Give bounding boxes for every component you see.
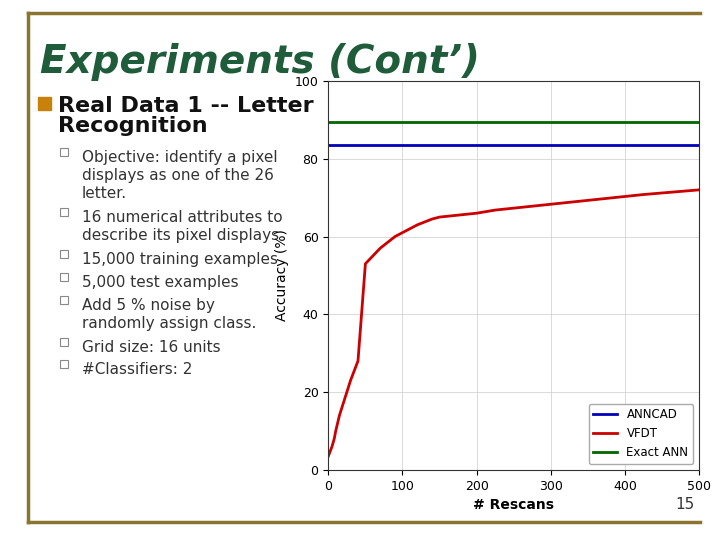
VFDT	[491, 207, 500, 213]
Text: 15,000 training examples: 15,000 training examples	[82, 252, 278, 267]
Exact ANN	[325, 119, 333, 125]
Text: letter.: letter.	[82, 186, 127, 201]
VFDT	[331, 428, 340, 434]
Line: VFDT: VFDT	[328, 190, 699, 456]
VFDT	[658, 190, 667, 196]
VFDT	[436, 214, 444, 220]
VFDT	[376, 245, 384, 252]
Text: 5,000 test examples: 5,000 test examples	[82, 275, 238, 290]
VFDT	[472, 210, 481, 217]
VFDT	[391, 233, 400, 240]
Bar	[38, 97, 51, 110]
VFDT	[602, 195, 611, 201]
VFDT	[398, 230, 407, 236]
Text: Grid size: 16 units: Grid size: 16 units	[82, 340, 220, 355]
VFDT	[339, 401, 348, 407]
VFDT	[676, 188, 685, 194]
VFDT	[369, 253, 377, 259]
Exact ANN	[324, 119, 333, 125]
Text: Objective: identify a pixel: Objective: identify a pixel	[82, 150, 278, 165]
VFDT	[584, 197, 593, 204]
Text: Add 5 % noise by: Add 5 % noise by	[82, 298, 215, 313]
VFDT	[639, 191, 648, 198]
Text: 15: 15	[676, 497, 695, 512]
VFDT	[354, 357, 362, 364]
ANNCAD	[325, 142, 333, 149]
Text: Recognition: Recognition	[58, 116, 207, 136]
VFDT	[454, 212, 462, 218]
VFDT	[428, 216, 436, 222]
VFDT	[335, 412, 343, 418]
Text: Experiments (Cont’): Experiments (Cont’)	[40, 43, 480, 81]
Text: Real Data 1 -- Letter: Real Data 1 -- Letter	[58, 96, 314, 116]
Text: #Classifiers: 2: #Classifiers: 2	[82, 362, 192, 377]
Text: describe its pixel displays: describe its pixel displays	[82, 228, 279, 243]
VFDT	[328, 443, 336, 450]
VFDT	[695, 187, 703, 193]
VFDT	[565, 199, 574, 206]
VFDT	[343, 389, 351, 395]
VFDT	[413, 221, 422, 228]
ANNCAD	[324, 142, 333, 149]
Text: randomly assign class.: randomly assign class.	[82, 316, 256, 331]
VFDT	[324, 453, 333, 460]
VFDT	[383, 239, 392, 246]
X-axis label: # Rescans: # Rescans	[473, 498, 554, 512]
VFDT	[330, 435, 338, 442]
VFDT	[361, 260, 370, 267]
Text: displays as one of the 26: displays as one of the 26	[82, 168, 274, 183]
VFDT	[346, 377, 355, 383]
VFDT	[528, 203, 536, 210]
Y-axis label: Accuracy (%): Accuracy (%)	[275, 230, 289, 321]
VFDT	[326, 447, 335, 454]
VFDT	[546, 201, 555, 207]
Text: 16 numerical attributes to: 16 numerical attributes to	[82, 210, 283, 225]
VFDT	[621, 193, 629, 200]
Legend: ANNCAD, VFDT, Exact ANN: ANNCAD, VFDT, Exact ANN	[589, 403, 693, 464]
VFDT	[510, 205, 518, 211]
